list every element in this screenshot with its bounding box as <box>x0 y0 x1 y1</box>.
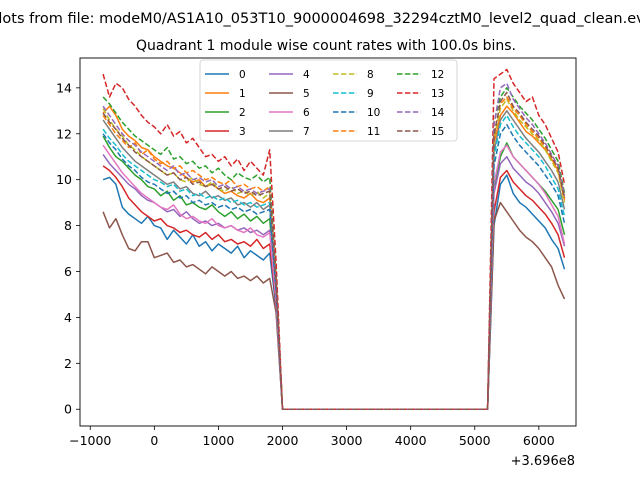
legend-label: 15 <box>431 126 444 138</box>
x-offset-label: +3.696e8 <box>511 454 575 469</box>
legend-label: 6 <box>303 107 310 119</box>
ticks-layer: −1000 0 1000 2000 3000 4000 5000 60000246810121… <box>56 80 555 448</box>
y-tick-label: 2 <box>64 356 72 371</box>
y-tick-label: 12 <box>56 126 72 141</box>
x-tick-label: 4000 <box>395 433 427 448</box>
legend-label: 10 <box>367 107 380 119</box>
series-line-4 <box>102 153 566 410</box>
y-tick-label: 6 <box>64 264 72 279</box>
x-tick-label: 5000 <box>459 433 491 448</box>
legend-label: 3 <box>239 126 246 138</box>
legend-label: 7 <box>303 126 310 138</box>
legend-label: 13 <box>431 88 444 100</box>
y-tick-label: 14 <box>56 80 72 95</box>
series-line-1 <box>102 105 566 410</box>
legend-label: 14 <box>431 107 445 119</box>
y-tick-label: 8 <box>64 218 72 233</box>
legend-label: 9 <box>367 88 374 100</box>
legend-label: 5 <box>303 88 310 100</box>
y-tick-label: 10 <box>56 172 72 187</box>
series-layer <box>102 68 566 410</box>
x-tick-label: 3000 <box>331 433 363 448</box>
x-tick-label: 6000 <box>523 433 555 448</box>
figure-suptitle: Plots from file: modeM0/AS1A10_053T10_90… <box>0 11 640 27</box>
legend-label: 1 <box>239 88 246 100</box>
y-tick-label: 0 <box>64 402 72 417</box>
y-tick-label: 4 <box>64 310 72 325</box>
legend-label: 8 <box>367 69 374 81</box>
series-line-3 <box>102 165 566 410</box>
legend-label: 2 <box>239 107 246 119</box>
x-tick-label: 0 <box>150 433 158 448</box>
legend-label: 12 <box>431 69 444 81</box>
chart-title: Quadrant 1 module wise count rates with … <box>136 38 516 54</box>
legend-label: 0 <box>239 69 246 81</box>
x-tick-label: 2000 <box>267 433 299 448</box>
axes-frame <box>79 57 577 427</box>
series-line-5 <box>102 201 566 410</box>
legend-frame <box>199 59 458 142</box>
x-tick-label: −1000 <box>69 433 111 448</box>
legend-label: 11 <box>367 126 380 138</box>
x-tick-label: 1000 <box>203 433 235 448</box>
series-line-15 <box>102 91 566 410</box>
legend-label: 4 <box>303 69 310 81</box>
